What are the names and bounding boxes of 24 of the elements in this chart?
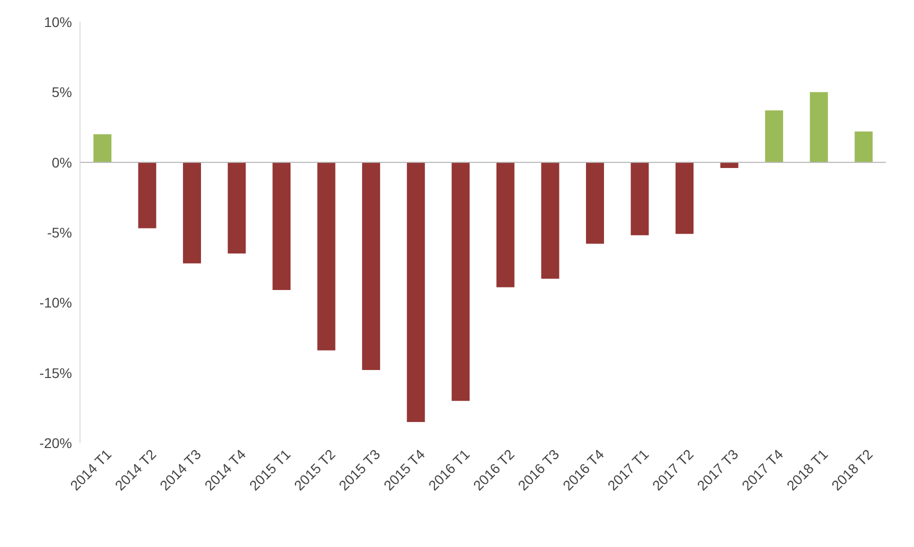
- y-tick-label: -15%: [39, 364, 72, 381]
- bar: [496, 162, 514, 288]
- y-tick-label: -10%: [39, 294, 72, 311]
- bar: [765, 110, 784, 162]
- bar: [810, 92, 828, 162]
- bar: [676, 162, 694, 234]
- bar: [317, 162, 336, 350]
- bar: [182, 162, 201, 264]
- bar: [272, 162, 291, 290]
- y-tick-label: 5%: [52, 84, 72, 100]
- bar: [93, 134, 112, 162]
- y-tick-label: 0%: [52, 154, 72, 170]
- bar: [138, 162, 156, 228]
- bar: [362, 162, 380, 370]
- y-tick-label: 10%: [44, 14, 72, 30]
- bar: [452, 162, 470, 401]
- y-tick-label: -20%: [39, 434, 72, 451]
- bar: [228, 162, 246, 254]
- y-tick-label: -5%: [47, 224, 72, 240]
- bar: [586, 162, 604, 244]
- bar: [541, 162, 560, 279]
- bar: [854, 131, 873, 162]
- bar: [630, 162, 649, 236]
- bar: [406, 162, 425, 422]
